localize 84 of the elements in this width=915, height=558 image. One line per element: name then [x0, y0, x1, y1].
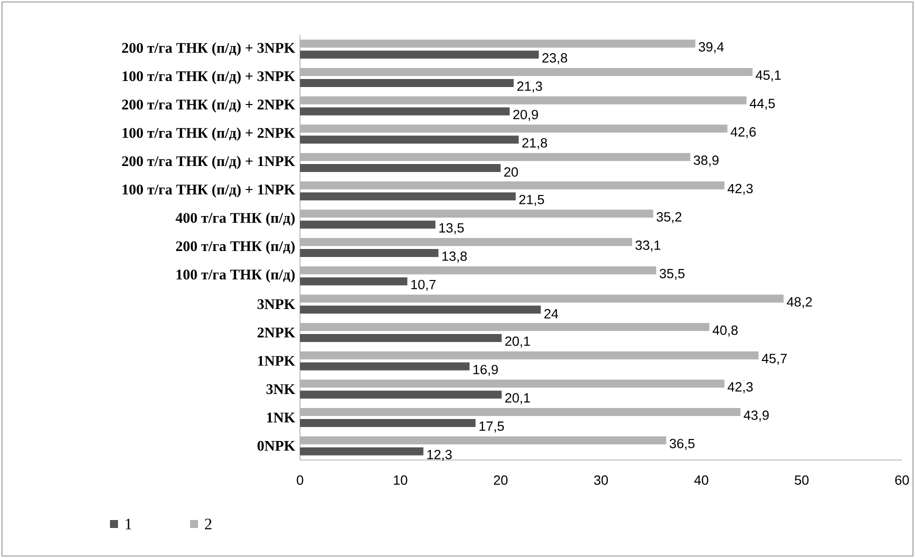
legend-label: 1: [126, 518, 132, 530]
bar: [300, 192, 516, 200]
y-tick-label: 2NPK: [258, 328, 296, 338]
data-label: 17,5: [480, 422, 504, 432]
data-label: 20: [504, 167, 518, 177]
data-label: 20,9: [513, 110, 538, 121]
data-label: 13,5: [439, 223, 464, 234]
data-label: 23,8: [542, 53, 568, 64]
y-tick-label: 100 т/га ТНК (п/д) + 2NPK: [122, 128, 296, 141]
x-tick-label: 10: [394, 475, 408, 485]
bar: [300, 266, 656, 274]
bar: [300, 277, 408, 286]
data-label: 45,1: [756, 70, 781, 82]
y-tick-label: 3NK: [266, 384, 296, 394]
y-tick-label: 200 т/га ТНК (п/д) + 1NPK: [122, 156, 296, 170]
x-tick-label: 0: [296, 475, 304, 485]
y-tick-label: 1NK: [267, 412, 296, 422]
bar: [300, 306, 541, 314]
data-label: 43,9: [744, 410, 769, 422]
bar: [300, 380, 724, 388]
y-tick-label: 3NPK: [258, 299, 296, 310]
data-label: 21,5: [519, 194, 544, 206]
y-tick-label: 200 т/га ТНК (п/д) + 2NPK: [122, 99, 296, 112]
bar: [300, 220, 436, 229]
data-label: 44,5: [750, 98, 775, 110]
bar: [300, 249, 438, 258]
bar: [300, 124, 728, 133]
bar: [300, 107, 510, 116]
bar: [300, 362, 470, 370]
bar: [300, 294, 784, 303]
data-label: 24: [544, 309, 558, 318]
data-label: 40,8: [712, 326, 738, 337]
data-label: 21,8: [522, 138, 548, 150]
x-tick-label: 40: [694, 475, 708, 485]
data-label: 21,3: [517, 82, 542, 93]
bar: [300, 238, 632, 246]
bar: [300, 210, 654, 218]
y-tick-label: 200 т/га ТНК (п/д): [176, 240, 295, 254]
data-label: 45,7: [762, 354, 787, 365]
data-label: 42,3: [728, 184, 753, 195]
bar: [300, 334, 502, 342]
bar: [300, 68, 752, 76]
y-tick-label: 100 т/га ТНК (п/д) + 3NPK: [122, 70, 296, 84]
data-label: 33,1: [636, 240, 660, 252]
data-label: 39,4: [698, 42, 724, 54]
y-tick-label: 400 т/га ТНК (п/д): [176, 212, 295, 226]
data-label: 20,1: [505, 336, 530, 348]
bar: [300, 50, 539, 59]
x-tick-label: 20: [494, 475, 508, 485]
data-label: 12,3: [427, 450, 452, 461]
bar: [300, 79, 514, 88]
data-label: 48,2: [786, 297, 812, 308]
bar: [300, 323, 710, 332]
bar: [300, 96, 746, 104]
data-label: 36,5: [670, 438, 695, 450]
y-tick-label: 200 т/га ТНК (п/д) + 3NPK: [122, 42, 296, 56]
x-tick-label: 30: [594, 475, 608, 485]
bar: [300, 181, 724, 190]
x-tick-label: 60: [895, 475, 909, 485]
data-label: 13,8: [442, 252, 467, 263]
y-tick-label: 100 т/га ТНК (п/д) + 1NPK: [122, 184, 296, 198]
x-tick-label: 50: [794, 475, 809, 485]
data-label: 35,5: [660, 268, 685, 280]
bar: [300, 447, 424, 456]
data-label: 42,3: [728, 382, 753, 394]
bar: [300, 40, 696, 48]
data-label: 10,7: [411, 280, 436, 291]
data-label: 20,1: [505, 393, 530, 404]
legend-label: 2: [204, 518, 212, 530]
data-label: 35,2: [656, 212, 682, 224]
y-tick-label: 1NPK: [258, 356, 296, 366]
bar: [300, 164, 501, 172]
bar: [300, 436, 666, 444]
y-tick-label: 100 т/га ТНК (п/д): [176, 269, 295, 282]
data-label: 38,9: [694, 156, 719, 167]
bar: [300, 390, 502, 399]
data-label: 16,9: [474, 364, 498, 376]
bar: [300, 153, 690, 162]
data-label: 42,6: [730, 127, 756, 138]
bar: [300, 419, 476, 428]
bar: [300, 408, 740, 416]
y-tick-label: 0NPK: [258, 440, 296, 451]
bar: [300, 351, 759, 360]
bar: [300, 136, 519, 144]
